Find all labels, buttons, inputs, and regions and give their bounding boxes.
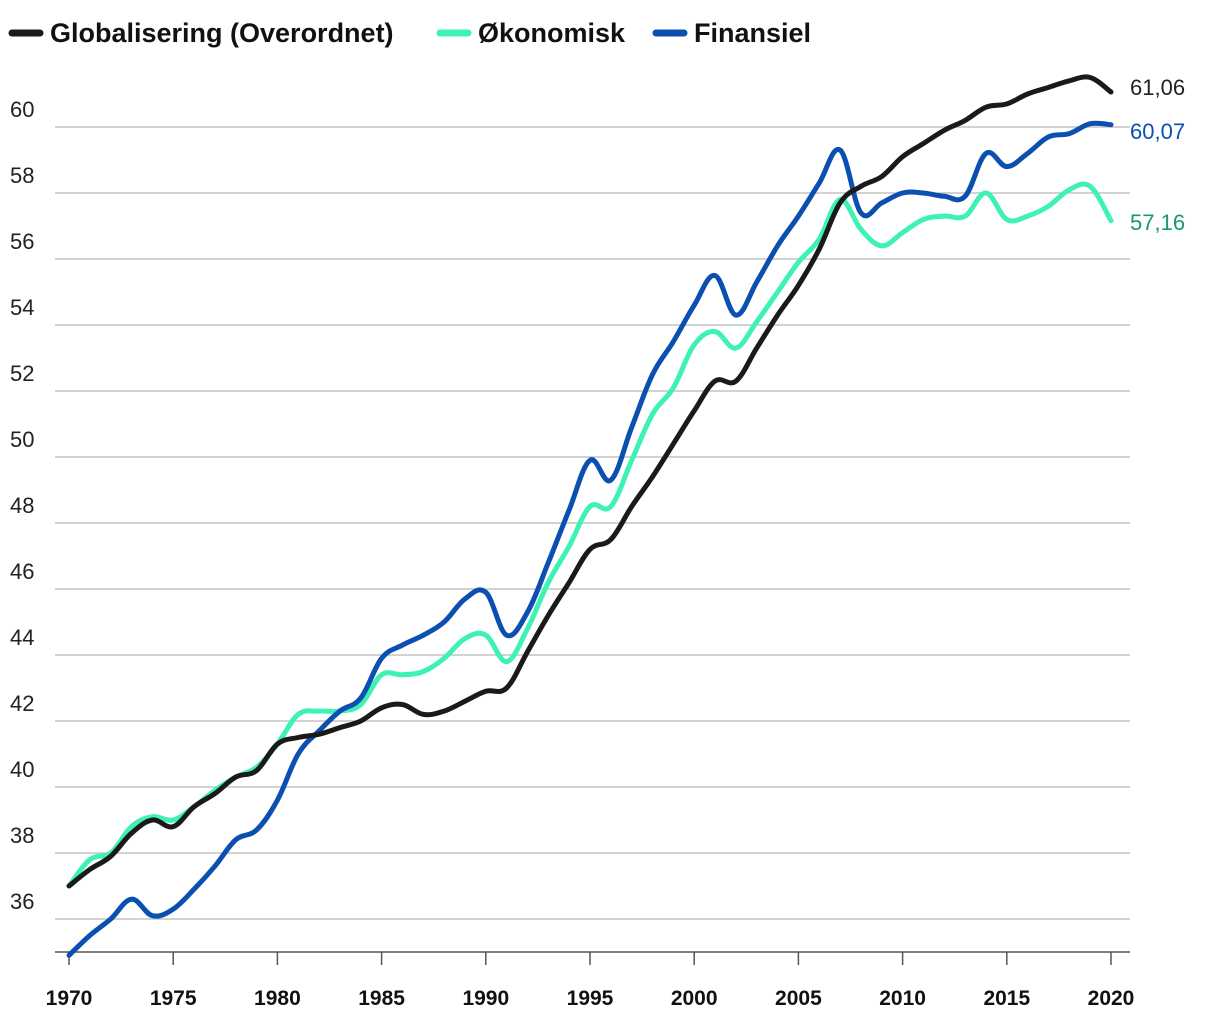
x-tick-label: 2015	[983, 987, 1030, 1010]
end-label: 57,16	[1130, 210, 1185, 235]
legend-label: Finansiel	[694, 18, 811, 48]
gridlines	[55, 126, 1130, 920]
x-tick-label: 2020	[1088, 987, 1135, 1010]
x-tick-label: 1980	[254, 987, 301, 1010]
series-lines	[66, 74, 1114, 958]
y-tick-label: 36	[10, 889, 34, 914]
series-line-finansiel	[66, 120, 1114, 958]
x-tick-label: 1985	[358, 987, 405, 1010]
series-line-globalisering-overordnet	[66, 74, 1114, 889]
y-tick-label: 38	[10, 823, 34, 848]
y-tick-label: 42	[10, 691, 34, 716]
y-axis-ticks: 36 38 40 42 44 46 48 50 52 54 56 58 60	[10, 97, 34, 914]
legend-label: Globalisering (Overordnet)	[50, 18, 394, 48]
x-tick-label: 2010	[879, 987, 926, 1010]
y-tick-label: 58	[10, 163, 34, 188]
y-tick-label: 56	[10, 229, 34, 254]
x-tick-label: 1970	[46, 987, 93, 1010]
legend-label: Økonomisk	[478, 18, 626, 48]
y-tick-label: 50	[10, 427, 34, 452]
x-tick-label: 1990	[462, 987, 509, 1010]
end-labels: 61,06 60,07 57,16	[1130, 75, 1185, 235]
y-tick-label: 60	[10, 97, 34, 122]
y-tick-label: 48	[10, 493, 34, 518]
x-tick-label: 2005	[775, 987, 822, 1010]
end-label: 61,06	[1130, 75, 1185, 100]
legend: Globalisering (Overordnet) Økonomisk Finan…	[8, 18, 811, 48]
end-label: 60,07	[1130, 119, 1185, 144]
y-tick-label: 46	[10, 559, 34, 584]
y-tick-label: 40	[10, 757, 34, 782]
x-tick-label: 1995	[567, 987, 614, 1010]
y-tick-label: 52	[10, 361, 34, 386]
x-tick-label: 2000	[671, 987, 718, 1010]
y-tick-label: 54	[10, 295, 34, 320]
series-line-konomisk	[66, 181, 1114, 889]
y-tick-label: 44	[10, 625, 34, 650]
x-axis: 1970 1975 1980 1985 1990 1995 2000 2005 2010 2015…	[46, 951, 1135, 1010]
x-tick-label: 1975	[150, 987, 197, 1010]
